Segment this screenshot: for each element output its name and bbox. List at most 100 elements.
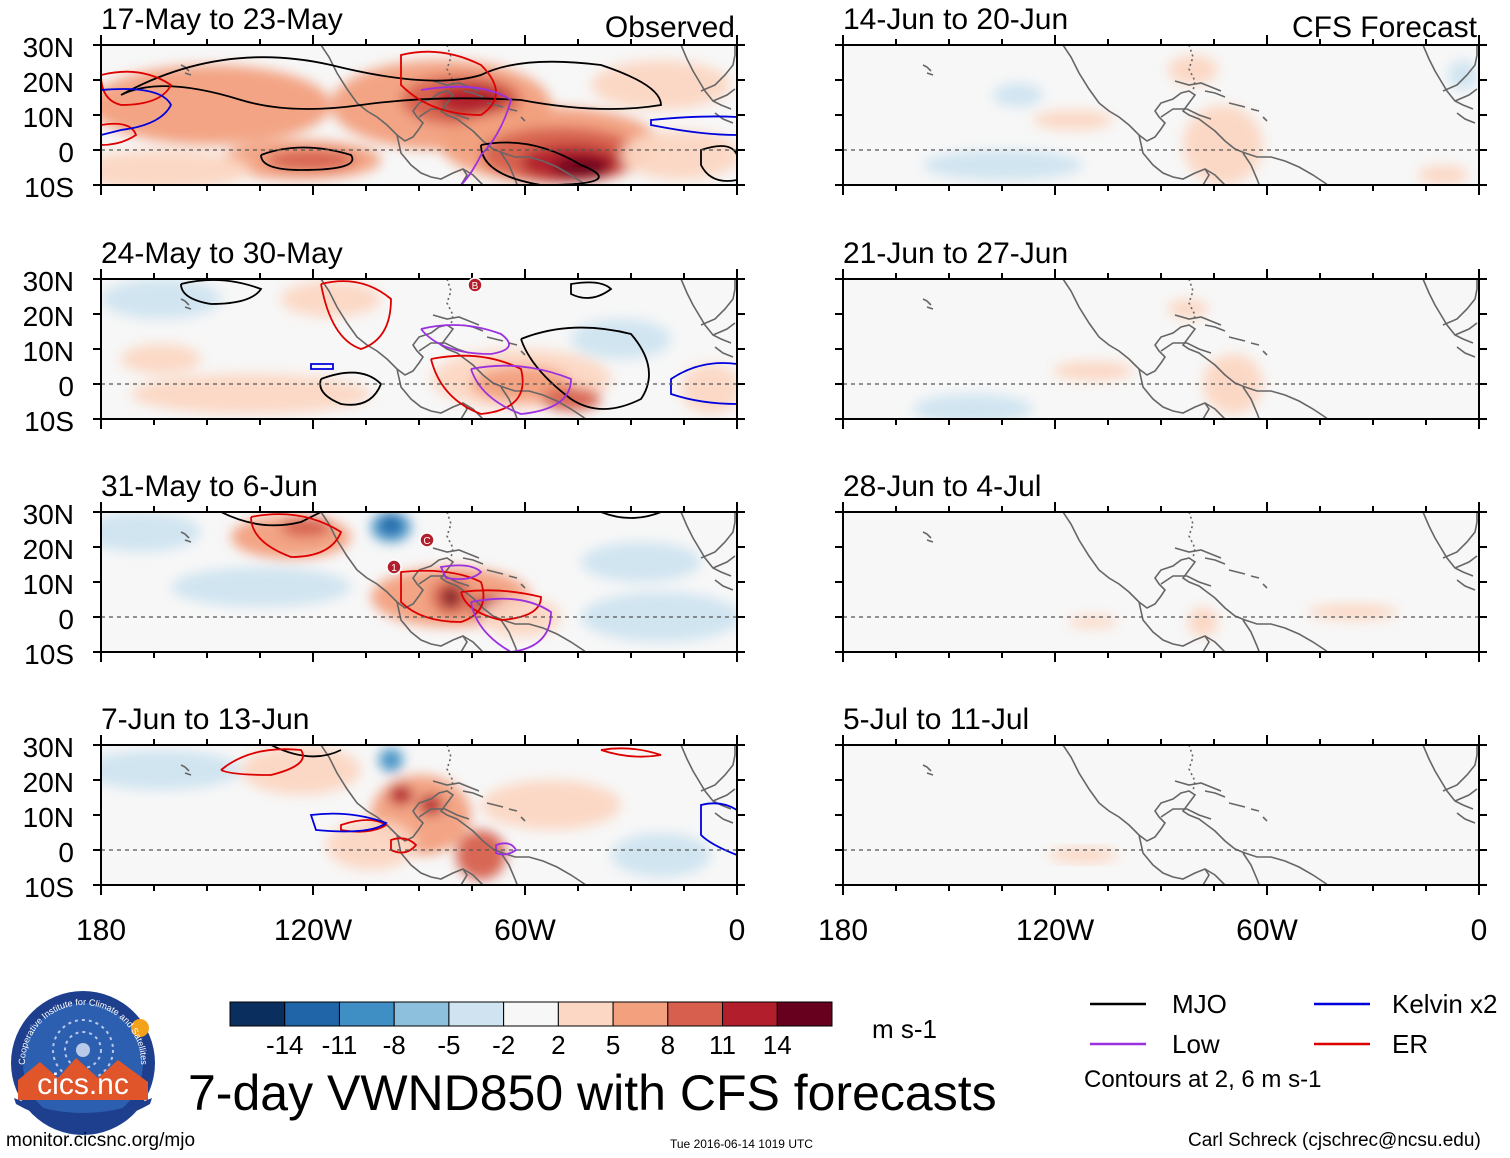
contours-note: Contours at 2, 6 m s-1 bbox=[1084, 1066, 1322, 1093]
timestamp: Tue 2016-06-14 1019 UTC bbox=[670, 1137, 813, 1151]
svg-text:B: B bbox=[472, 281, 479, 292]
panel-date-label: 14-Jun to 20-Jun bbox=[843, 3, 1068, 36]
map-panel: 24-May to 30-May bbox=[93, 237, 745, 429]
panel-section-label: CFS Forecast bbox=[1292, 11, 1478, 44]
colorbar-label: 11 bbox=[709, 1030, 736, 1060]
colorbar-label: 14 bbox=[763, 1030, 792, 1060]
lon-axis-forecast: 180 120W 60W 0 bbox=[818, 914, 1487, 947]
lat-label: 10S bbox=[24, 639, 74, 670]
panel-date-label: 28-Jun to 4-Jul bbox=[843, 470, 1041, 503]
lon-label: 180 bbox=[76, 914, 126, 947]
cicsnc-logo: cics.nc Cooperative Institute for Climat… bbox=[11, 991, 155, 1135]
colorbar-swatch bbox=[612, 1001, 669, 1027]
wind-anomaly-field bbox=[1048, 847, 1118, 863]
lat-label: 30N bbox=[23, 266, 74, 297]
author-credit: Carl Schreck (cjschrec@ncsu.edu) bbox=[1188, 1130, 1481, 1151]
lat-label: 20N bbox=[23, 67, 74, 98]
forecast-panels: 14-Jun to 20-Jun CFS Forecast 21-Jun to 27… bbox=[835, 3, 1487, 895]
wind-anomaly-field bbox=[913, 299, 1263, 419]
lon-label: 0 bbox=[729, 914, 746, 947]
lat-label: 20N bbox=[23, 767, 74, 798]
map-panel: 28-Jun to 4-Jul bbox=[835, 470, 1487, 662]
lat-label: 30N bbox=[23, 732, 74, 763]
colorbar-label: -5 bbox=[437, 1030, 460, 1060]
wave-contours bbox=[220, 512, 662, 652]
colorbar-label: -8 bbox=[383, 1030, 406, 1060]
panel-date-label: 5-Jul to 11-Jul bbox=[843, 703, 1029, 736]
lon-axis-observed: 180 120W 60W 0 bbox=[76, 914, 745, 947]
cyclone-marker-icon: B bbox=[467, 277, 483, 293]
colorbar-label: 5 bbox=[606, 1030, 620, 1060]
colorbar-swatch bbox=[667, 1001, 724, 1027]
wave-contours bbox=[220, 745, 737, 856]
website-link[interactable]: monitor.cicsnc.org/mjo bbox=[6, 1130, 196, 1151]
colorbar-units: m s-1 bbox=[872, 1014, 937, 1044]
lat-label: 0 bbox=[58, 604, 74, 635]
lat-label: 10N bbox=[23, 102, 74, 133]
lon-label: 0 bbox=[1471, 914, 1488, 947]
lon-label: 60W bbox=[1236, 914, 1298, 947]
panel-date-label: 24-May to 30-May bbox=[101, 237, 343, 270]
lat-label: 10N bbox=[23, 336, 74, 367]
panel-section-label: Observed bbox=[605, 11, 735, 44]
panel-date-label: 7-Jun to 13-Jun bbox=[101, 703, 309, 736]
lon-label: 60W bbox=[494, 914, 556, 947]
lat-label: 0 bbox=[58, 371, 74, 402]
colorbar-label: 2 bbox=[551, 1030, 565, 1060]
colorbar: -14 -11 -8 -5 -2 2 5 8 11 14 bbox=[229, 1001, 833, 1060]
colorbar-swatch bbox=[557, 1001, 614, 1027]
panel-date-label: 21-Jun to 27-Jun bbox=[843, 237, 1068, 270]
colorbar-swatch bbox=[393, 1001, 450, 1027]
wind-anomaly-field bbox=[1068, 604, 1398, 637]
map-panel: 17-May to 23-May Observed bbox=[93, 3, 745, 195]
map-panel: 5-Jul to 11-Jul bbox=[835, 703, 1487, 895]
legend-label: Kelvin x2 bbox=[1392, 989, 1498, 1019]
map-panel: 14-Jun to 20-Jun CFS Forecast bbox=[835, 3, 1487, 195]
observed-panels: 17-May to 23-May Observed 30N 20N 10N 0 10S 24-… bbox=[23, 3, 745, 903]
map-panel: 7-Jun to 13-Jun bbox=[93, 703, 745, 895]
lat-label: 30N bbox=[23, 499, 74, 530]
lat-label: 0 bbox=[58, 137, 74, 168]
colorbar-swatch bbox=[722, 1001, 778, 1027]
colorbar-swatch bbox=[448, 1001, 505, 1027]
cyclone-marker-icon: 1 bbox=[386, 559, 402, 575]
colorbar-label: -14 bbox=[266, 1030, 304, 1060]
legend: MJO Kelvin x2 Low ER bbox=[1090, 989, 1498, 1059]
lat-label: 10N bbox=[23, 569, 74, 600]
lat-label: 10S bbox=[24, 872, 74, 903]
wind-anomaly-field bbox=[923, 55, 1478, 185]
colorbar-swatch bbox=[229, 1001, 286, 1027]
colorbar-swatch bbox=[338, 1001, 395, 1027]
colorbar-label: -11 bbox=[322, 1030, 358, 1060]
lon-label: 180 bbox=[818, 914, 868, 947]
logo-text: cics.nc bbox=[37, 1068, 129, 1101]
lat-label: 30N bbox=[23, 32, 74, 63]
legend-label: Low bbox=[1172, 1029, 1220, 1059]
colorbar-label: -2 bbox=[492, 1030, 515, 1060]
colorbar-swatch bbox=[284, 1001, 340, 1027]
lat-label: 0 bbox=[58, 837, 74, 868]
wave-contours bbox=[101, 50, 737, 185]
lat-label: 10S bbox=[24, 172, 74, 203]
colorbar-swatch bbox=[503, 1001, 559, 1027]
lat-label: 20N bbox=[23, 301, 74, 332]
lon-label: 120W bbox=[1016, 914, 1095, 947]
lat-label: 10S bbox=[24, 406, 74, 437]
legend-label: MJO bbox=[1172, 989, 1227, 1019]
sun-icon bbox=[131, 1019, 149, 1037]
wind-anomaly-field bbox=[101, 60, 737, 185]
svg-text:1: 1 bbox=[391, 563, 397, 574]
figure-title: 7-day VWND850 with CFS forecasts bbox=[188, 1065, 997, 1121]
wind-anomaly-field bbox=[101, 512, 737, 642]
map-panel: 31-May to 6-Jun bbox=[93, 470, 745, 662]
panel-date-label: 31-May to 6-Jun bbox=[101, 470, 318, 503]
colorbar-swatch bbox=[776, 1001, 833, 1027]
cyclone-marker-icon: C bbox=[419, 532, 435, 548]
lat-label: 20N bbox=[23, 534, 74, 565]
legend-label: ER bbox=[1392, 1029, 1428, 1059]
lon-label: 120W bbox=[274, 914, 353, 947]
lat-label: 10N bbox=[23, 802, 74, 833]
map-panel: 21-Jun to 27-Jun bbox=[835, 237, 1487, 429]
panel-date-label: 17-May to 23-May bbox=[101, 3, 343, 36]
